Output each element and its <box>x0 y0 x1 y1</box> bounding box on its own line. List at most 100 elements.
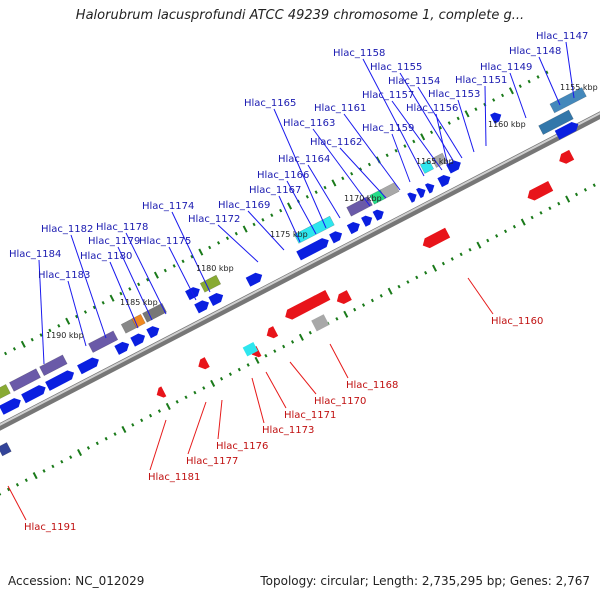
gene-label-hlac-1167[interactable]: Hlac_1167 <box>249 185 301 196</box>
tick-mark <box>20 340 26 348</box>
gene-label-hlac-1151[interactable]: Hlac_1151 <box>455 75 507 86</box>
tick-mark <box>57 324 61 328</box>
gene-label-hlac-1181[interactable]: Hlac_1181 <box>148 472 200 483</box>
gene-label-hlac-1184[interactable]: Hlac_1184 <box>9 249 61 260</box>
gene-feature-forward <box>208 292 224 307</box>
leader-line <box>149 419 167 471</box>
gene-label-hlac-1172[interactable]: Hlac_1172 <box>188 214 240 225</box>
tick-mark <box>565 195 571 203</box>
gene-feature-forward <box>146 326 160 339</box>
leader-line <box>417 86 463 159</box>
gene-feature-forward <box>0 398 21 415</box>
gene-label-hlac-1154[interactable]: Hlac_1154 <box>388 76 440 87</box>
gene-label-hlac-1169[interactable]: Hlac_1169 <box>218 200 270 211</box>
gene-feature-reverse <box>198 357 210 370</box>
tick-mark <box>60 459 64 464</box>
gene-feature-forward <box>245 272 263 287</box>
scale-label: 1155 kbp <box>560 83 598 92</box>
leader-line <box>38 259 45 365</box>
gene-label-hlac-1164[interactable]: Hlac_1164 <box>278 154 330 165</box>
backbone-highlight <box>0 112 600 426</box>
gene-label-hlac-1148[interactable]: Hlac_1148 <box>509 46 561 57</box>
tick-mark <box>210 379 216 387</box>
gene-label-hlac-1173[interactable]: Hlac_1173 <box>262 425 314 436</box>
tick-mark <box>387 287 393 295</box>
gene-label-hlac-1182[interactable]: Hlac_1182 <box>41 224 93 235</box>
leader-line <box>307 164 341 219</box>
leader-line <box>565 41 575 99</box>
gene-feature-forward <box>554 122 579 140</box>
gene-label-hlac-1180[interactable]: Hlac_1180 <box>80 251 132 262</box>
gene-label-hlac-1155[interactable]: Hlac_1155 <box>370 62 422 73</box>
gene-label-hlac-1177[interactable]: Hlac_1177 <box>186 456 238 467</box>
tick-mark <box>545 70 549 75</box>
tick-mark <box>464 110 470 118</box>
tick-band-upper <box>3 70 549 356</box>
gene-label-hlac-1161[interactable]: Hlac_1161 <box>314 103 366 114</box>
gene-label-hlac-1162[interactable]: Hlac_1162 <box>310 137 362 148</box>
tick-mark <box>153 271 159 279</box>
tick-mark <box>539 211 543 215</box>
gene-label-hlac-1191[interactable]: Hlac_1191 <box>24 522 76 533</box>
tick-mark <box>305 194 309 199</box>
gene-label-hlac-1174[interactable]: Hlac_1174 <box>142 201 194 212</box>
gene-feature-forward <box>490 112 502 124</box>
gene-label-hlac-1175[interactable]: Hlac_1175 <box>139 236 191 247</box>
scale-label: 1170 kbp <box>344 194 382 203</box>
gene-label-hlac-1159[interactable]: Hlac_1159 <box>362 123 414 134</box>
tick-mark <box>0 492 2 496</box>
gene-feature-block <box>199 274 222 293</box>
gene-label-hlac-1147[interactable]: Hlac_1147 <box>536 31 588 42</box>
tick-mark <box>121 425 127 434</box>
gene-feature-forward <box>346 222 360 235</box>
tick-mark <box>32 472 38 480</box>
tick-mark <box>252 222 256 227</box>
gene-feature-forward <box>416 187 426 199</box>
map-title: Halorubrum lacusprofundi ATCC 49239 chro… <box>75 8 525 23</box>
gene-label-hlac-1179[interactable]: Hlac_1179 <box>88 236 140 247</box>
gene-feature-forward <box>372 209 384 221</box>
tick-mark <box>495 234 499 238</box>
gene-feature-reverse <box>285 295 320 320</box>
gene-feature-block <box>142 302 167 323</box>
tick-mark <box>500 93 505 98</box>
gene-label-hlac-1157[interactable]: Hlac_1157 <box>362 90 414 101</box>
accession-text: Accession: NC_012029 <box>8 574 145 588</box>
gene-label-hlac-1158[interactable]: Hlac_1158 <box>333 48 385 59</box>
tick-mark <box>420 133 426 141</box>
tick-mark <box>242 225 248 233</box>
gene-label-hlac-1176[interactable]: Hlac_1176 <box>216 441 268 452</box>
gene-label-hlac-1183[interactable]: Hlac_1183 <box>38 270 90 281</box>
leader-line <box>289 361 317 395</box>
tick-mark <box>512 224 516 229</box>
tick-mark <box>530 215 534 220</box>
gene-label-hlac-1160[interactable]: Hlac_1160 <box>491 316 543 327</box>
tick-mark <box>279 208 283 213</box>
gene-feature-block <box>0 384 11 401</box>
tick-mark <box>527 79 531 84</box>
tick-mark <box>101 300 105 305</box>
tick-mark <box>459 252 463 257</box>
gene-label-hlac-1171[interactable]: Hlac_1171 <box>284 410 336 421</box>
scale-label: 1160 kbp <box>488 120 526 129</box>
tick-mark <box>350 171 354 176</box>
tick-mark <box>172 264 176 268</box>
scale-labels: 1155 kbp 1160 kbp 1165 kbp 1170 kbp 1175 kbp… <box>46 83 598 340</box>
gene-label-hlac-1153[interactable]: Hlac_1153 <box>428 89 480 100</box>
gene-label-hlac-1166[interactable]: Hlac_1166 <box>257 170 309 181</box>
gene-label-hlac-1165[interactable]: Hlac_1165 <box>244 98 296 109</box>
tick-mark <box>438 125 442 130</box>
tick-mark <box>557 201 561 206</box>
gene-label-hlac-1168[interactable]: Hlac_1168 <box>346 380 398 391</box>
gene-label-hlac-1170[interactable]: Hlac_1170 <box>314 396 366 407</box>
gene-label-hlac-1156[interactable]: Hlac_1156 <box>406 103 458 114</box>
gene-label-hlac-1149[interactable]: Hlac_1149 <box>480 62 532 73</box>
tick-mark <box>228 372 232 376</box>
leader-line <box>391 100 443 171</box>
tick-mark <box>216 241 221 245</box>
gene-label-hlac-1178[interactable]: Hlac_1178 <box>96 222 148 233</box>
gene-label-hlac-1163[interactable]: Hlac_1163 <box>283 118 335 129</box>
leader-line <box>329 343 349 379</box>
leader-line <box>251 377 265 424</box>
tick-mark <box>74 314 79 319</box>
